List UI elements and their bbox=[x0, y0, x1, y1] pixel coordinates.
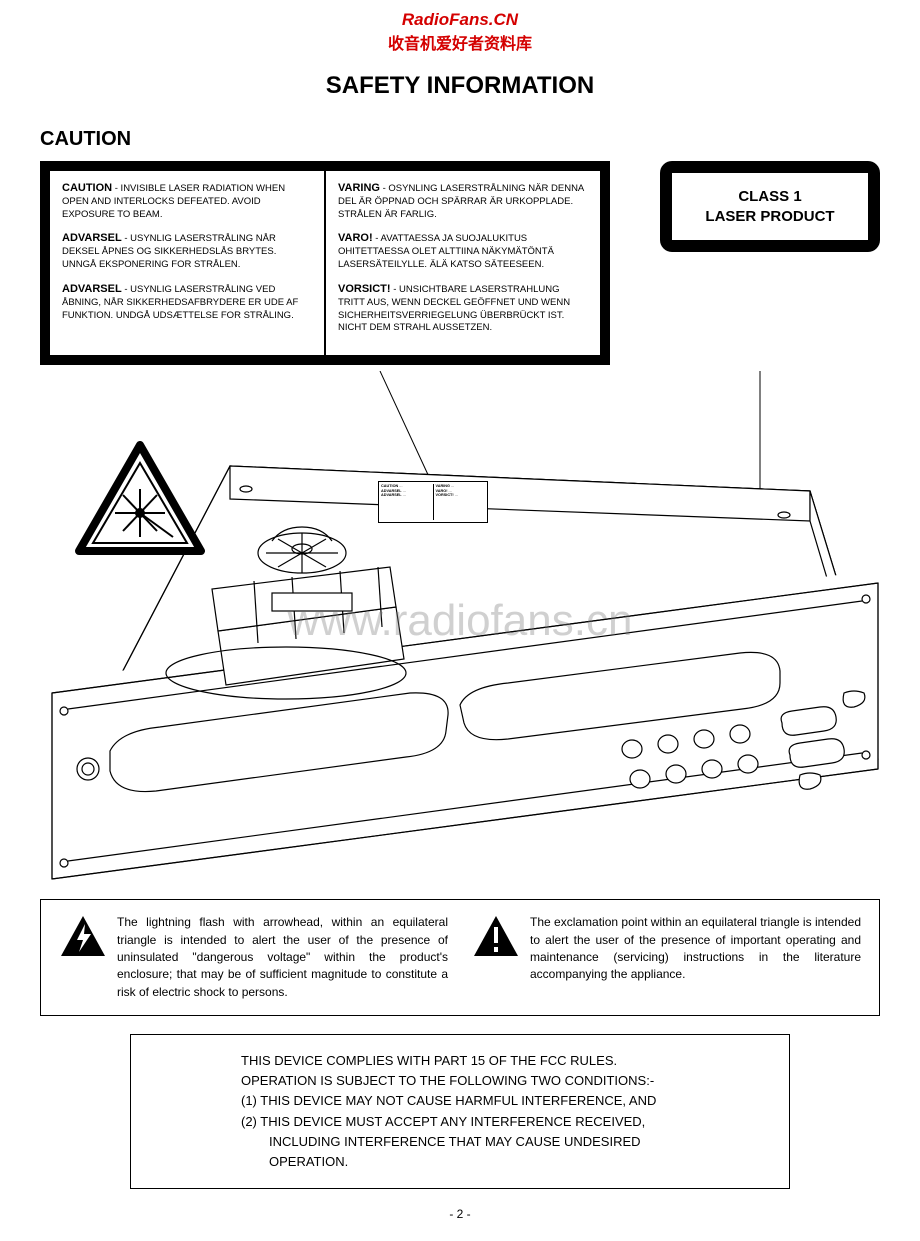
watermark-line1: RadioFans.CN bbox=[40, 10, 880, 30]
watermark-line2: 收音机爱好者资料库 bbox=[40, 30, 880, 54]
caution-panel: CAUTION - INVISIBLE LASER RADIATION WHEN… bbox=[40, 161, 610, 365]
watermark-header: RadioFans.CN 收音机爱好者资料库 bbox=[40, 10, 880, 54]
exclamation-triangle-icon bbox=[472, 914, 520, 958]
caution-panel-right: VARING - OSYNLING LASERSTRÅLNING NÄR DEN… bbox=[326, 171, 600, 355]
hazard-info-panel: The lightning flash with arrowhead, with… bbox=[40, 899, 880, 1016]
caution-panel-left: CAUTION - INVISIBLE LASER RADIATION WHEN… bbox=[50, 171, 324, 355]
page-number: - 2 - bbox=[40, 1207, 880, 1221]
device-diagram: CAUTION ... ADVARSEL ... ADVARSEL ... VA… bbox=[40, 371, 880, 891]
fcc-compliance-panel: THIS DEVICE COMPLIES WITH PART 15 OF THE… bbox=[130, 1034, 790, 1189]
lightning-triangle-icon bbox=[59, 914, 107, 958]
chassis-caution-label: CAUTION ... ADVARSEL ... ADVARSEL ... VA… bbox=[378, 481, 488, 523]
exclamation-text: The exclamation point within an equilate… bbox=[530, 914, 861, 984]
laser-hazard-icon bbox=[75, 441, 205, 556]
class1-label: CLASS 1 LASER PRODUCT bbox=[660, 161, 880, 252]
lightning-text: The lightning flash with arrowhead, with… bbox=[117, 914, 448, 1001]
caution-heading: CAUTION bbox=[40, 128, 880, 151]
page-title: SAFETY INFORMATION bbox=[40, 72, 880, 100]
